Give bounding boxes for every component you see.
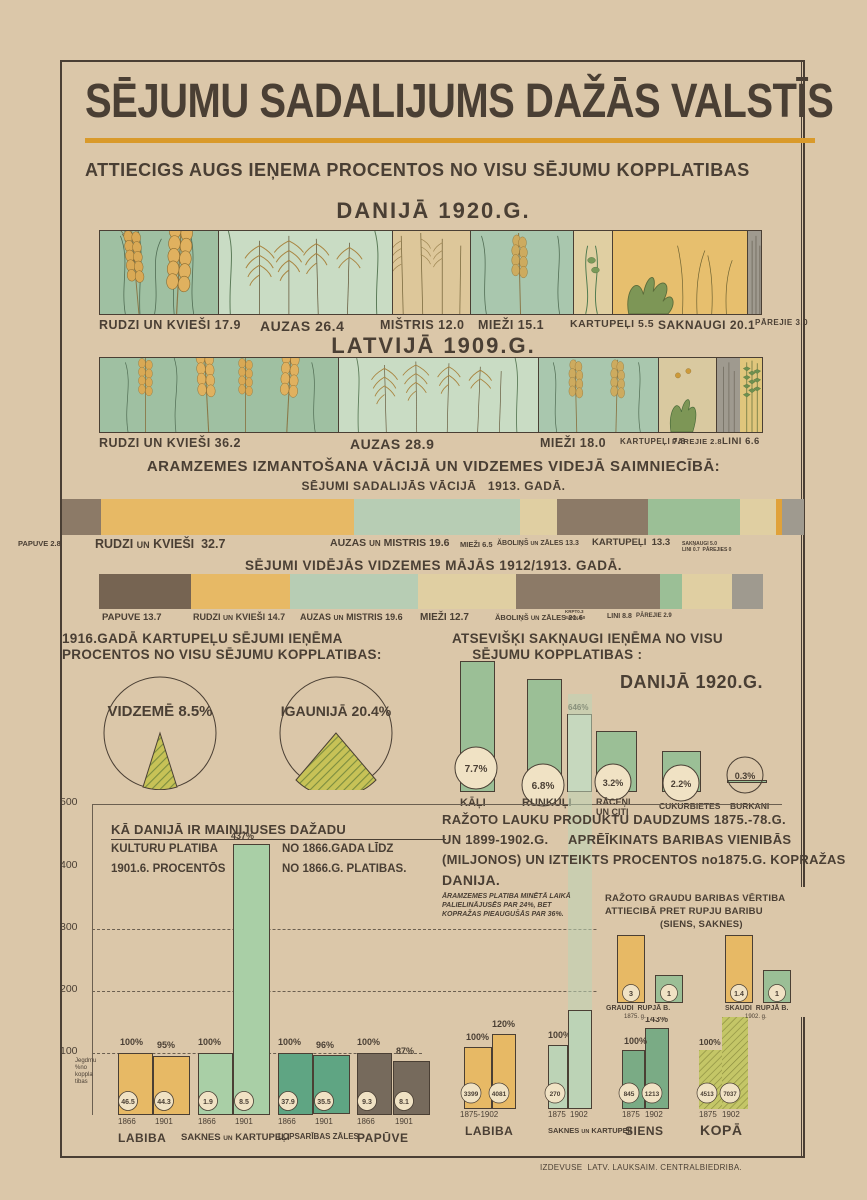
svg-text:845: 845: [624, 1091, 635, 1098]
svg-text:1: 1: [667, 989, 671, 998]
svg-text:37.9: 37.9: [281, 1099, 295, 1106]
svg-text:4081: 4081: [492, 1091, 507, 1098]
svg-text:1.4: 1.4: [734, 991, 744, 998]
svg-text:46.5: 46.5: [121, 1099, 135, 1106]
svg-text:1: 1: [775, 989, 779, 998]
svg-text:2.2%: 2.2%: [671, 779, 692, 789]
svg-text:9.3: 9.3: [362, 1099, 372, 1106]
svg-text:8.5: 8.5: [239, 1099, 249, 1106]
svg-text:IGAUNIJĀ 20.4%: IGAUNIJĀ 20.4%: [281, 703, 392, 719]
svg-text:6.8%: 6.8%: [532, 781, 555, 792]
svg-text:VIDZEMĒ 8.5%: VIDZEMĒ 8.5%: [107, 703, 212, 720]
svg-text:1.9: 1.9: [203, 1099, 213, 1106]
svg-text:7037: 7037: [723, 1092, 737, 1098]
svg-text:3.2%: 3.2%: [603, 778, 624, 788]
svg-text:7.7%: 7.7%: [465, 764, 488, 775]
svg-text:0.3%: 0.3%: [735, 771, 756, 781]
svg-text:8.1: 8.1: [399, 1099, 409, 1106]
svg-text:3399: 3399: [464, 1091, 479, 1098]
svg-text:3: 3: [629, 989, 633, 998]
svg-text:35.5: 35.5: [317, 1099, 331, 1106]
svg-text:44.3: 44.3: [157, 1099, 171, 1106]
svg-text:1213: 1213: [645, 1091, 660, 1098]
svg-text:270: 270: [550, 1091, 561, 1098]
svg-text:4513: 4513: [700, 1092, 714, 1098]
